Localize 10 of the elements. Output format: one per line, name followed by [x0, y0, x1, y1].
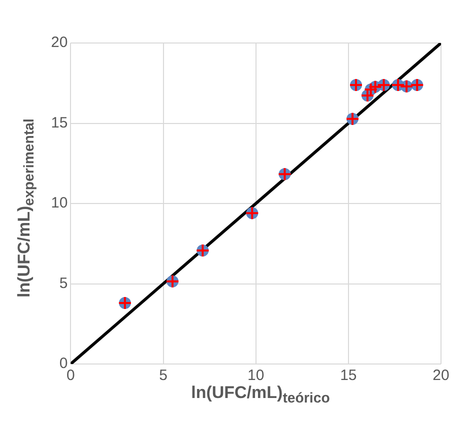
x-tick-label: 20 [432, 367, 450, 384]
y-tick-label: 0 [59, 355, 68, 372]
x-tick-label: 10 [248, 367, 264, 384]
y-tick-label: 5 [59, 274, 68, 292]
x-tick-label: 15 [340, 367, 357, 384]
y-tick-label: 10 [50, 194, 68, 212]
x-axis-title: ln(UFC/mL)$_{teórico}$ [190, 383, 331, 406]
y-tick-label: 20 [50, 34, 68, 52]
y-tick-label: 15 [50, 114, 68, 132]
x-tick-label: 5 [159, 367, 168, 384]
